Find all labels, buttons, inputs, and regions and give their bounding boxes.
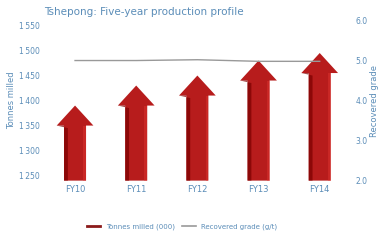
Polygon shape: [118, 85, 154, 181]
Polygon shape: [144, 106, 154, 181]
Polygon shape: [301, 53, 338, 181]
Polygon shape: [267, 81, 277, 181]
Polygon shape: [83, 125, 93, 181]
Polygon shape: [179, 76, 216, 181]
Polygon shape: [57, 106, 93, 181]
Polygon shape: [328, 73, 338, 181]
Polygon shape: [206, 96, 216, 181]
Text: Tshepong: Five-year production profile: Tshepong: Five-year production profile: [44, 7, 244, 17]
Polygon shape: [301, 73, 313, 181]
Polygon shape: [240, 81, 251, 181]
Y-axis label: Recovered grade: Recovered grade: [370, 65, 379, 137]
Legend: Tonnes milled (000), Recovered grade (g/t): Tonnes milled (000), Recovered grade (g/…: [84, 221, 280, 233]
Polygon shape: [118, 106, 129, 181]
Y-axis label: Tonnes milled: Tonnes milled: [7, 72, 16, 129]
Polygon shape: [240, 60, 277, 181]
Polygon shape: [57, 125, 68, 181]
Polygon shape: [179, 96, 190, 181]
